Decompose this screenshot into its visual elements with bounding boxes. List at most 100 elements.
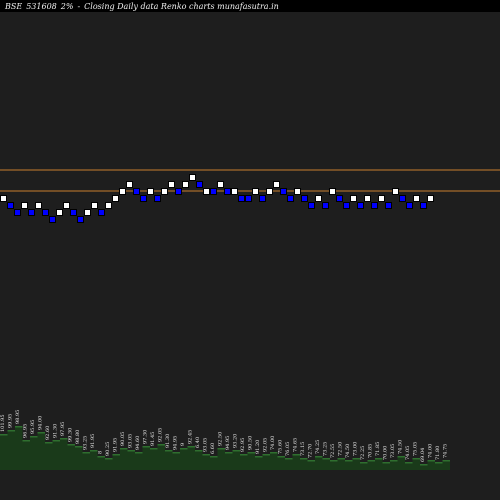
- volume-bar-top: [390, 460, 398, 462]
- volume-bar: [375, 458, 383, 470]
- plot-background: [0, 12, 500, 500]
- volume-label: 72.25: [360, 446, 366, 460]
- volume-bar-top: [217, 448, 225, 450]
- volume-bar-top: [157, 444, 165, 446]
- renko-down-brick: [210, 188, 217, 195]
- volume-bar-top: [307, 460, 315, 462]
- renko-up-brick: [252, 188, 259, 195]
- volume-bar-top: [165, 450, 173, 452]
- volume-bar: [330, 460, 338, 470]
- renko-down-brick: [371, 202, 378, 209]
- volume-bar: [97, 456, 105, 470]
- renko-down-brick: [385, 202, 392, 209]
- renko-down-brick: [420, 202, 427, 209]
- volume-bars: [0, 426, 450, 470]
- volume-bar-top: [202, 454, 210, 456]
- volume-bar-top: [442, 460, 450, 462]
- volume-bar: [285, 458, 293, 470]
- volume-bar: [247, 452, 255, 470]
- volume-label: 70.00: [383, 446, 389, 460]
- volume-bar-top: [397, 456, 405, 458]
- volume-label: 93.20: [233, 434, 239, 448]
- volume-bar-top: [105, 458, 113, 460]
- volume-bar-top: [322, 458, 330, 460]
- volume-bar-top: [97, 456, 105, 458]
- volume-label: 94.95: [173, 436, 179, 450]
- volume-bar-top: [135, 452, 143, 454]
- volume-bar: [315, 456, 323, 470]
- volume-bar: [435, 462, 443, 470]
- volume-bar: [105, 458, 113, 470]
- renko-up-brick: [84, 209, 91, 216]
- volume-label: 90.25: [105, 442, 111, 456]
- renko-up-brick: [126, 181, 133, 188]
- volume-bar: [75, 446, 83, 470]
- renko-up-brick: [392, 188, 399, 195]
- description-label: Closing Daily data Renko charts munafasu…: [84, 2, 279, 11]
- volume-label: 93.05: [203, 438, 209, 452]
- exchange-label: BSE: [5, 2, 23, 11]
- volume-bar: [427, 460, 435, 470]
- volume-bar: [352, 458, 360, 470]
- renko-up-brick: [350, 195, 357, 202]
- volume-bar: [60, 438, 68, 470]
- volume-bar: [345, 460, 353, 470]
- volume-bar-top: [67, 444, 75, 446]
- symbol-label: 531608: [26, 2, 57, 11]
- volume-bar-top: [22, 440, 30, 442]
- renko-up-brick: [427, 195, 434, 202]
- volume-label: 76.05: [285, 442, 291, 456]
- volume-bar-top: [150, 448, 158, 450]
- volume-bar-top: [285, 458, 293, 460]
- renko-down-brick: [357, 202, 364, 209]
- renko-up-brick: [217, 181, 224, 188]
- chart-title: BSE 531608 2% - Closing Daily data Renko cha…: [5, 2, 283, 11]
- renko-up-brick: [266, 188, 273, 195]
- volume-label: 91.20: [255, 440, 261, 454]
- volume-bar-top: [352, 458, 360, 460]
- volume-bar: [120, 448, 128, 470]
- renko-down-brick: [42, 209, 49, 216]
- volume-bar: [292, 454, 300, 470]
- volume-bar: [45, 442, 53, 470]
- volume-bar: [360, 462, 368, 470]
- renko-up-brick: [203, 188, 210, 195]
- renko-down-brick: [322, 202, 329, 209]
- volume-bar: [135, 452, 143, 470]
- renko-up-brick: [119, 188, 126, 195]
- volume-bar: [397, 456, 405, 470]
- volume-label: 91.30: [165, 434, 171, 448]
- volume-bar-top: [142, 446, 150, 448]
- volume-bar: [7, 430, 15, 470]
- volume-label: 74.00: [270, 436, 276, 450]
- volume-bar-top: [247, 452, 255, 454]
- volume-bar: [157, 444, 165, 470]
- volume-label: 92.05: [263, 438, 269, 452]
- volume-bar: [262, 454, 270, 470]
- volume-bar-top: [360, 462, 368, 464]
- volume-label: 93.05: [128, 434, 134, 448]
- volume-label: 92.45: [188, 430, 194, 444]
- volume-label: 74.00: [428, 444, 434, 458]
- volume-bar-top: [210, 456, 218, 458]
- volume-bar: [15, 426, 23, 470]
- renko-up-brick: [364, 195, 371, 202]
- volume-label: 97.30: [143, 430, 149, 444]
- volume-label: 73.15: [300, 442, 306, 456]
- renko-down-brick: [224, 188, 231, 195]
- volume-label: 72.50: [338, 442, 344, 456]
- renko-down-brick: [98, 209, 105, 216]
- volume-bar: [22, 440, 30, 470]
- renko-down-brick: [259, 195, 266, 202]
- volume-bar-top: [375, 458, 383, 460]
- volume-bar: [420, 464, 428, 470]
- volume-bar: [270, 452, 278, 470]
- volume-label: 70.85: [368, 444, 374, 458]
- volume-bar-top: [195, 450, 203, 452]
- volume-bar: [52, 440, 60, 470]
- renko-down-brick: [287, 195, 294, 202]
- renko-down-brick: [336, 195, 343, 202]
- volume-bar: [187, 446, 195, 470]
- volume-bar: [165, 450, 173, 470]
